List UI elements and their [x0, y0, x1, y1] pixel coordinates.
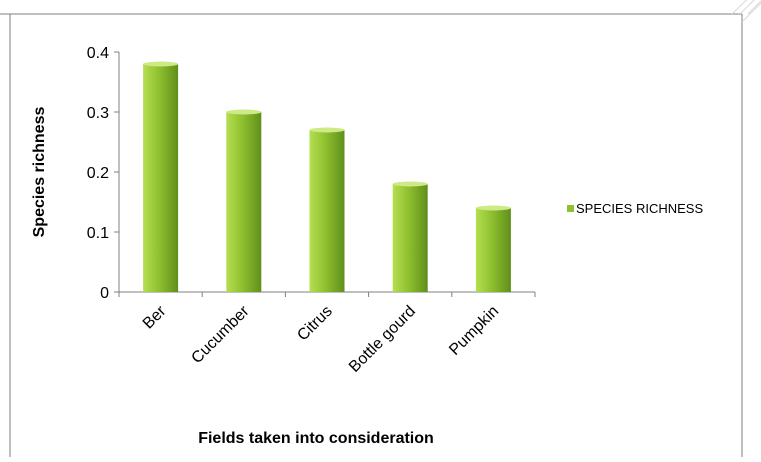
bar	[475, 208, 511, 292]
bar	[143, 64, 179, 292]
y-tick-label: 0.2	[87, 165, 109, 182]
y-tick-label: 0	[100, 285, 109, 302]
x-tick-label: Ber	[140, 302, 170, 332]
page-corner-decoration	[731, 0, 761, 23]
y-tick-label: 0.3	[87, 105, 109, 122]
x-tick-label: Bottle gourd	[346, 303, 419, 376]
x-tick-label: Cucumber	[188, 302, 253, 367]
bar-top-cap	[143, 61, 179, 67]
bar	[309, 130, 345, 292]
legend: SPECIES RICHNESS	[567, 201, 703, 216]
bar-top-cap	[392, 181, 428, 187]
bar-top-cap	[475, 205, 511, 211]
plot-area: 0 0.1 0.2 0.3 0.4 Ber Cucumber Citrus Bottle gou…	[87, 45, 536, 376]
bar-top-cap	[309, 127, 345, 133]
bar	[226, 112, 262, 292]
x-axis-title: Fields taken into consideration	[198, 430, 434, 447]
x-tick-label: Pumpkin	[446, 303, 502, 359]
legend-swatch	[567, 205, 574, 212]
bar	[392, 184, 428, 292]
y-axis-title: Species richness	[31, 107, 48, 238]
y-tick-label: 0.4	[87, 45, 109, 62]
bar-top-cap	[226, 109, 262, 115]
y-tick-label: 0.1	[87, 225, 109, 242]
legend-label: SPECIES RICHNESS	[576, 201, 703, 216]
x-tick-label: Citrus	[294, 303, 336, 345]
